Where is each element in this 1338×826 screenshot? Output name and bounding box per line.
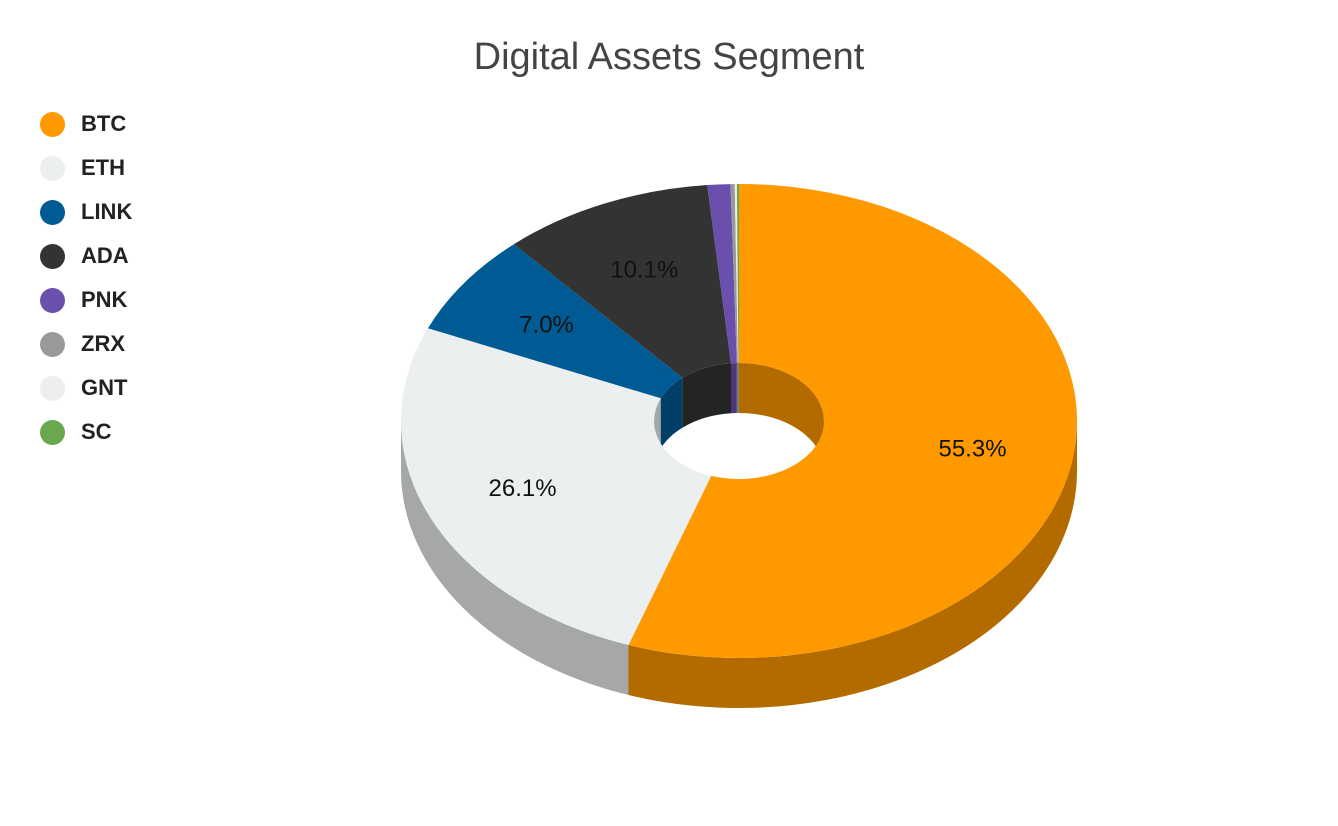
inner-wall bbox=[654, 363, 824, 471]
inner-wall-pnk bbox=[731, 363, 737, 414]
legend-swatch bbox=[40, 111, 65, 137]
legend-label: GNT bbox=[81, 375, 128, 400]
legend-item-sc[interactable]: SC bbox=[40, 410, 132, 454]
slice-label-link: 7.0% bbox=[519, 312, 574, 339]
inner-wall-zrx bbox=[736, 363, 738, 414]
slices bbox=[401, 184, 1078, 659]
legend-swatch bbox=[40, 331, 65, 357]
legend-label: ADA bbox=[81, 243, 129, 268]
legend-swatch bbox=[40, 243, 65, 269]
legend-swatch bbox=[40, 287, 65, 313]
inner-wall-link bbox=[660, 377, 683, 449]
slice-zrx[interactable] bbox=[730, 184, 738, 364]
legend-item-link[interactable]: LINK bbox=[40, 190, 132, 234]
legend-item-zrx[interactable]: ZRX bbox=[40, 322, 132, 366]
legend: BTC ETH LINK ADA PNK ZRX GNT SC bbox=[40, 102, 132, 454]
slice-labels: 55.3% 26.1% 7.0% 10.1% bbox=[489, 256, 1007, 502]
slice-label-btc: 55.3% bbox=[938, 435, 1006, 462]
legend-label: ETH bbox=[81, 155, 125, 180]
slice-sc[interactable] bbox=[736, 184, 739, 364]
chart-title: Digital Assets Segment bbox=[473, 36, 865, 78]
legend-item-pnk[interactable]: PNK bbox=[40, 278, 132, 322]
slice-gnt[interactable] bbox=[734, 184, 739, 364]
slice-link[interactable] bbox=[427, 244, 683, 399]
legend-label: ZRX bbox=[81, 331, 125, 356]
inner-wall-btc bbox=[739, 363, 824, 471]
slice-label-ada: 10.1% bbox=[610, 256, 678, 283]
legend-swatch bbox=[40, 199, 65, 225]
slice-pnk[interactable] bbox=[707, 184, 737, 364]
legend-item-gnt[interactable]: GNT bbox=[40, 366, 132, 410]
legend-swatch bbox=[40, 419, 65, 445]
inner-wall-gnt bbox=[737, 363, 739, 414]
legend-swatch bbox=[40, 155, 65, 181]
inner-wall-sc bbox=[738, 363, 739, 414]
outer-wall-btc bbox=[628, 421, 1077, 708]
outer-wall bbox=[401, 421, 1077, 708]
slice-ada[interactable] bbox=[513, 185, 732, 378]
legend-swatch bbox=[40, 375, 65, 401]
legend-label: PNK bbox=[81, 287, 128, 312]
slice-label-eth: 26.1% bbox=[489, 475, 557, 502]
legend-label: BTC bbox=[81, 111, 127, 136]
inner-wall-ada bbox=[682, 363, 732, 428]
legend-item-btc[interactable]: BTC bbox=[40, 102, 132, 146]
outer-wall-eth bbox=[401, 421, 629, 695]
legend-label: SC bbox=[81, 419, 112, 444]
legend-item-eth[interactable]: ETH bbox=[40, 146, 132, 190]
slice-eth[interactable] bbox=[401, 328, 712, 645]
legend-item-ada[interactable]: ADA bbox=[40, 234, 132, 278]
slice-btc[interactable] bbox=[628, 184, 1078, 659]
legend-label: LINK bbox=[81, 199, 133, 224]
